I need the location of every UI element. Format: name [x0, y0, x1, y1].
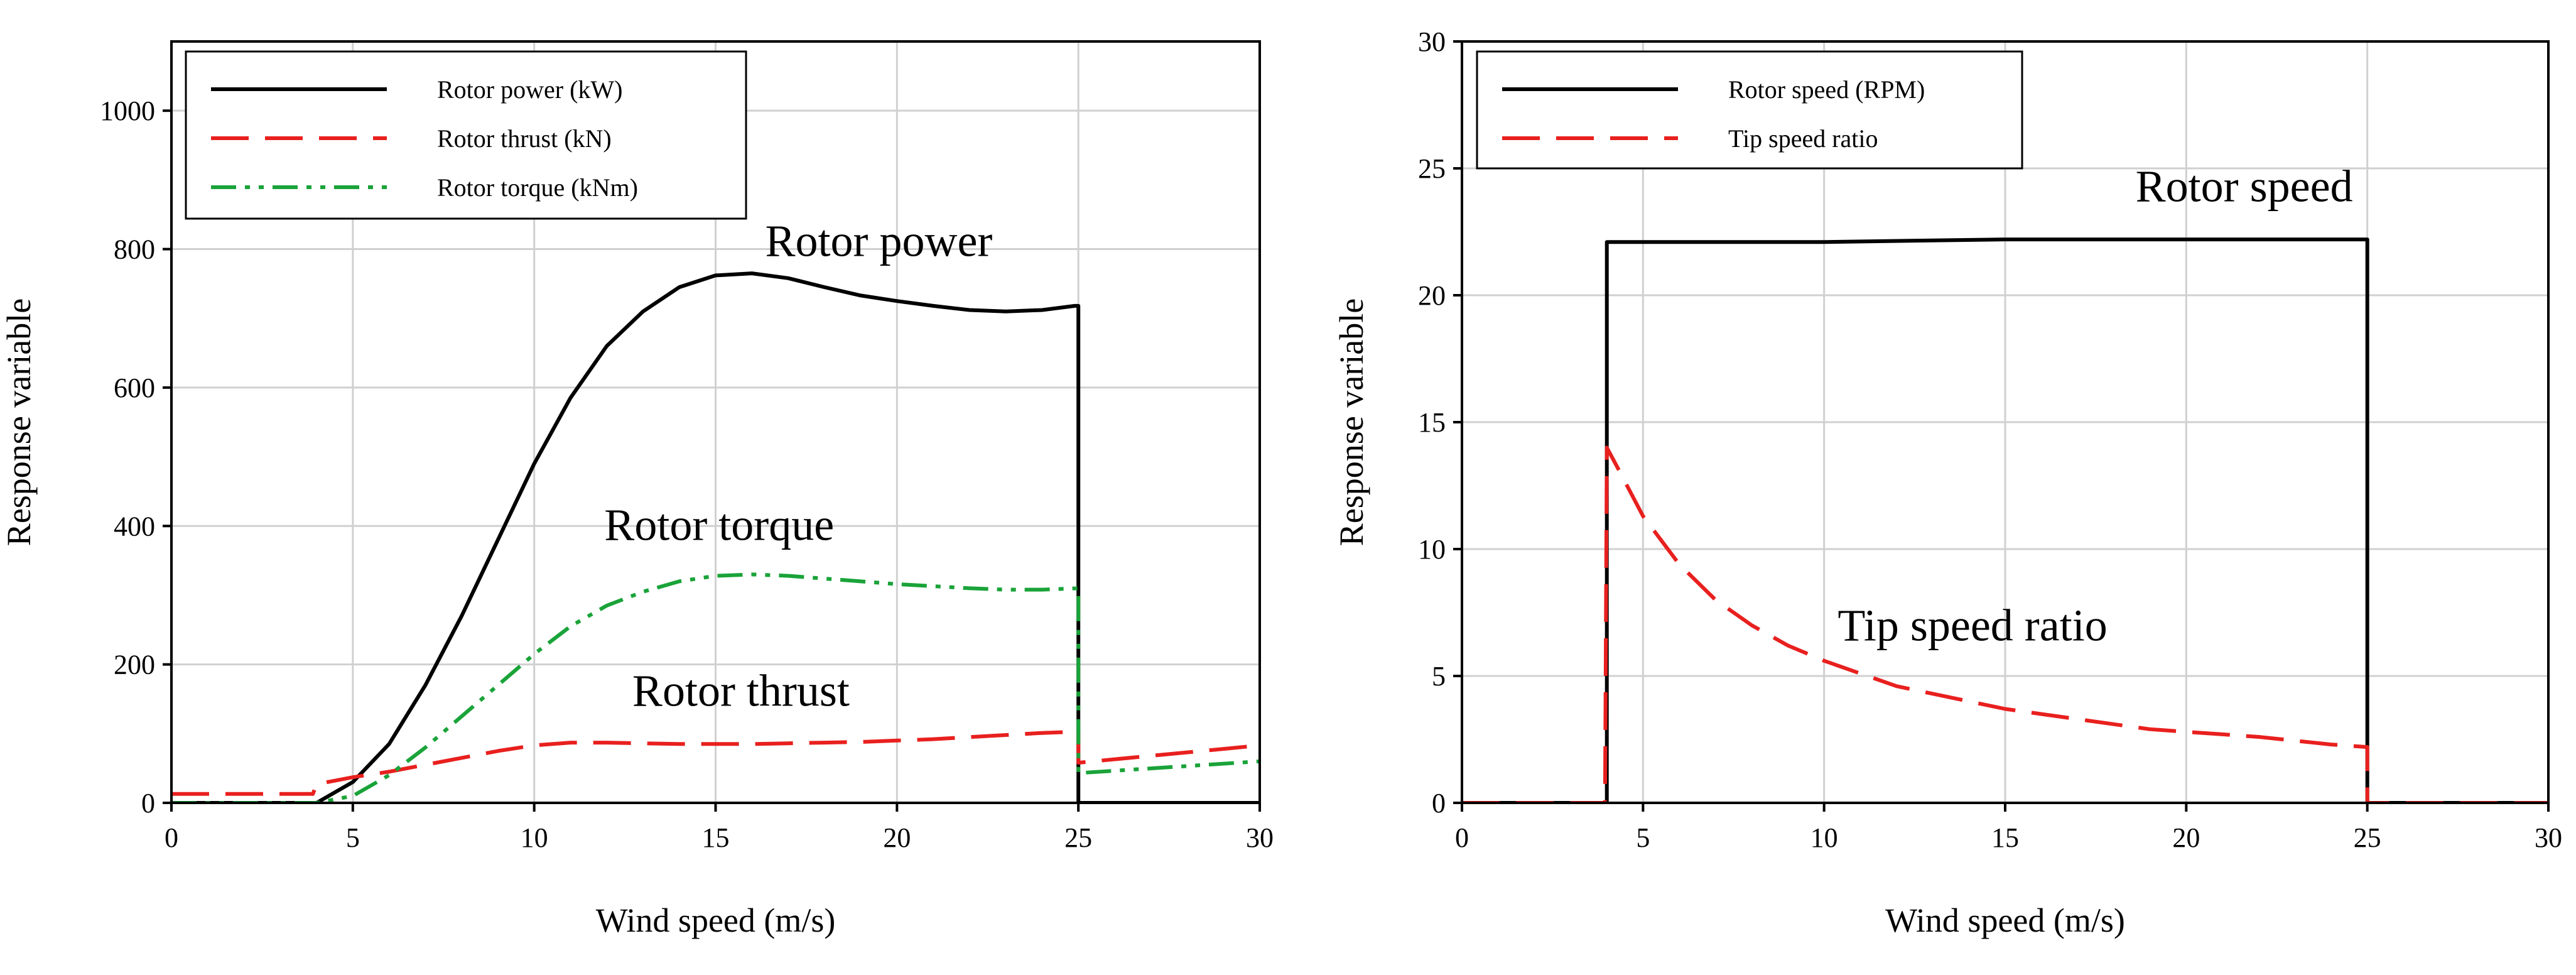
x-tick-label: 0	[1455, 822, 1469, 853]
annotation: Rotor power	[765, 216, 992, 266]
x-tick-label: 25	[2354, 822, 2381, 853]
y-tick-label: 0	[141, 788, 155, 819]
x-tick-label: 25	[1064, 822, 1092, 853]
legend-entry: Rotor torque (kNm)	[437, 173, 638, 202]
x-tick-label: 30	[1246, 822, 1274, 853]
series-line-tip-speed-ratio	[1462, 445, 2548, 803]
x-axis-label: Wind speed (m/s)	[596, 901, 836, 939]
x-tick-label: 0	[165, 822, 178, 853]
legend-box	[1476, 50, 2023, 170]
x-tick-label: 10	[521, 822, 548, 853]
y-axis-label: Response variable	[0, 298, 38, 546]
chart-2: 0 5 10 15 20 25 30 0 5 10 15 20 25 30 Rotor speed Tip s…	[1333, 26, 2562, 939]
y-tick-label: 20	[1418, 280, 1446, 311]
legend-entry: Rotor thrust (kN)	[437, 124, 612, 153]
x-axis-label: Wind speed (m/s)	[1885, 901, 2125, 939]
x-tick-label: 10	[1810, 822, 1838, 853]
annotation: Rotor torque	[604, 499, 834, 550]
y-tick-label: 15	[1418, 407, 1446, 438]
x-tick-label: 30	[2535, 822, 2562, 853]
x-tick-label: 15	[1991, 822, 2019, 853]
y-tick-label: 10	[1418, 534, 1446, 565]
series-group	[1462, 237, 2548, 803]
annotation: Tip speed ratio	[1837, 600, 2107, 650]
legend-entry: Rotor speed (RPM)	[1728, 75, 1925, 104]
y-tick-label: 600	[114, 373, 155, 403]
x-tick-label: 20	[2172, 822, 2200, 853]
legend: Rotor speed (RPM) Tip speed ratio	[1476, 50, 2023, 170]
y-axis-label: Response variable	[1333, 298, 1370, 546]
y-tick-label: 5	[1432, 661, 1446, 692]
y-tick-label: 1000	[100, 95, 155, 126]
x-tick-label: 5	[1636, 822, 1650, 853]
y-tick-label: 200	[114, 650, 155, 680]
series-line-rotor-torque-knm	[171, 572, 1260, 803]
y-tick-label: 400	[114, 511, 155, 542]
y-tick-label: 30	[1418, 26, 1446, 57]
chart-1: 0 5 10 15 20 25 30 0 200 400 600 800 1000 Rotor power…	[0, 40, 1274, 939]
legend-box	[185, 50, 747, 220]
x-tick-label: 5	[346, 822, 360, 853]
legend: Rotor power (kW) Rotor thrust (kN) Rotor t…	[185, 50, 747, 220]
annotation: Rotor thrust	[632, 666, 850, 716]
y-tick-label: 25	[1418, 153, 1446, 184]
legend-entry: Tip speed ratio	[1728, 124, 1878, 153]
annotation: Rotor speed	[2136, 161, 2353, 212]
plot-frame	[1461, 40, 2550, 804]
series-line-rotor-thrust-kn	[171, 729, 1260, 796]
y-tick-label: 800	[114, 234, 155, 265]
series-group	[171, 271, 1260, 803]
x-tick-label: 15	[702, 822, 730, 853]
series-line-rotor-power-kw	[171, 271, 1260, 803]
plot-frame	[170, 40, 1261, 804]
legend-entry: Rotor power (kW)	[437, 75, 622, 104]
x-tick-label: 20	[883, 822, 911, 853]
y-tick-label: 0	[1432, 788, 1446, 819]
